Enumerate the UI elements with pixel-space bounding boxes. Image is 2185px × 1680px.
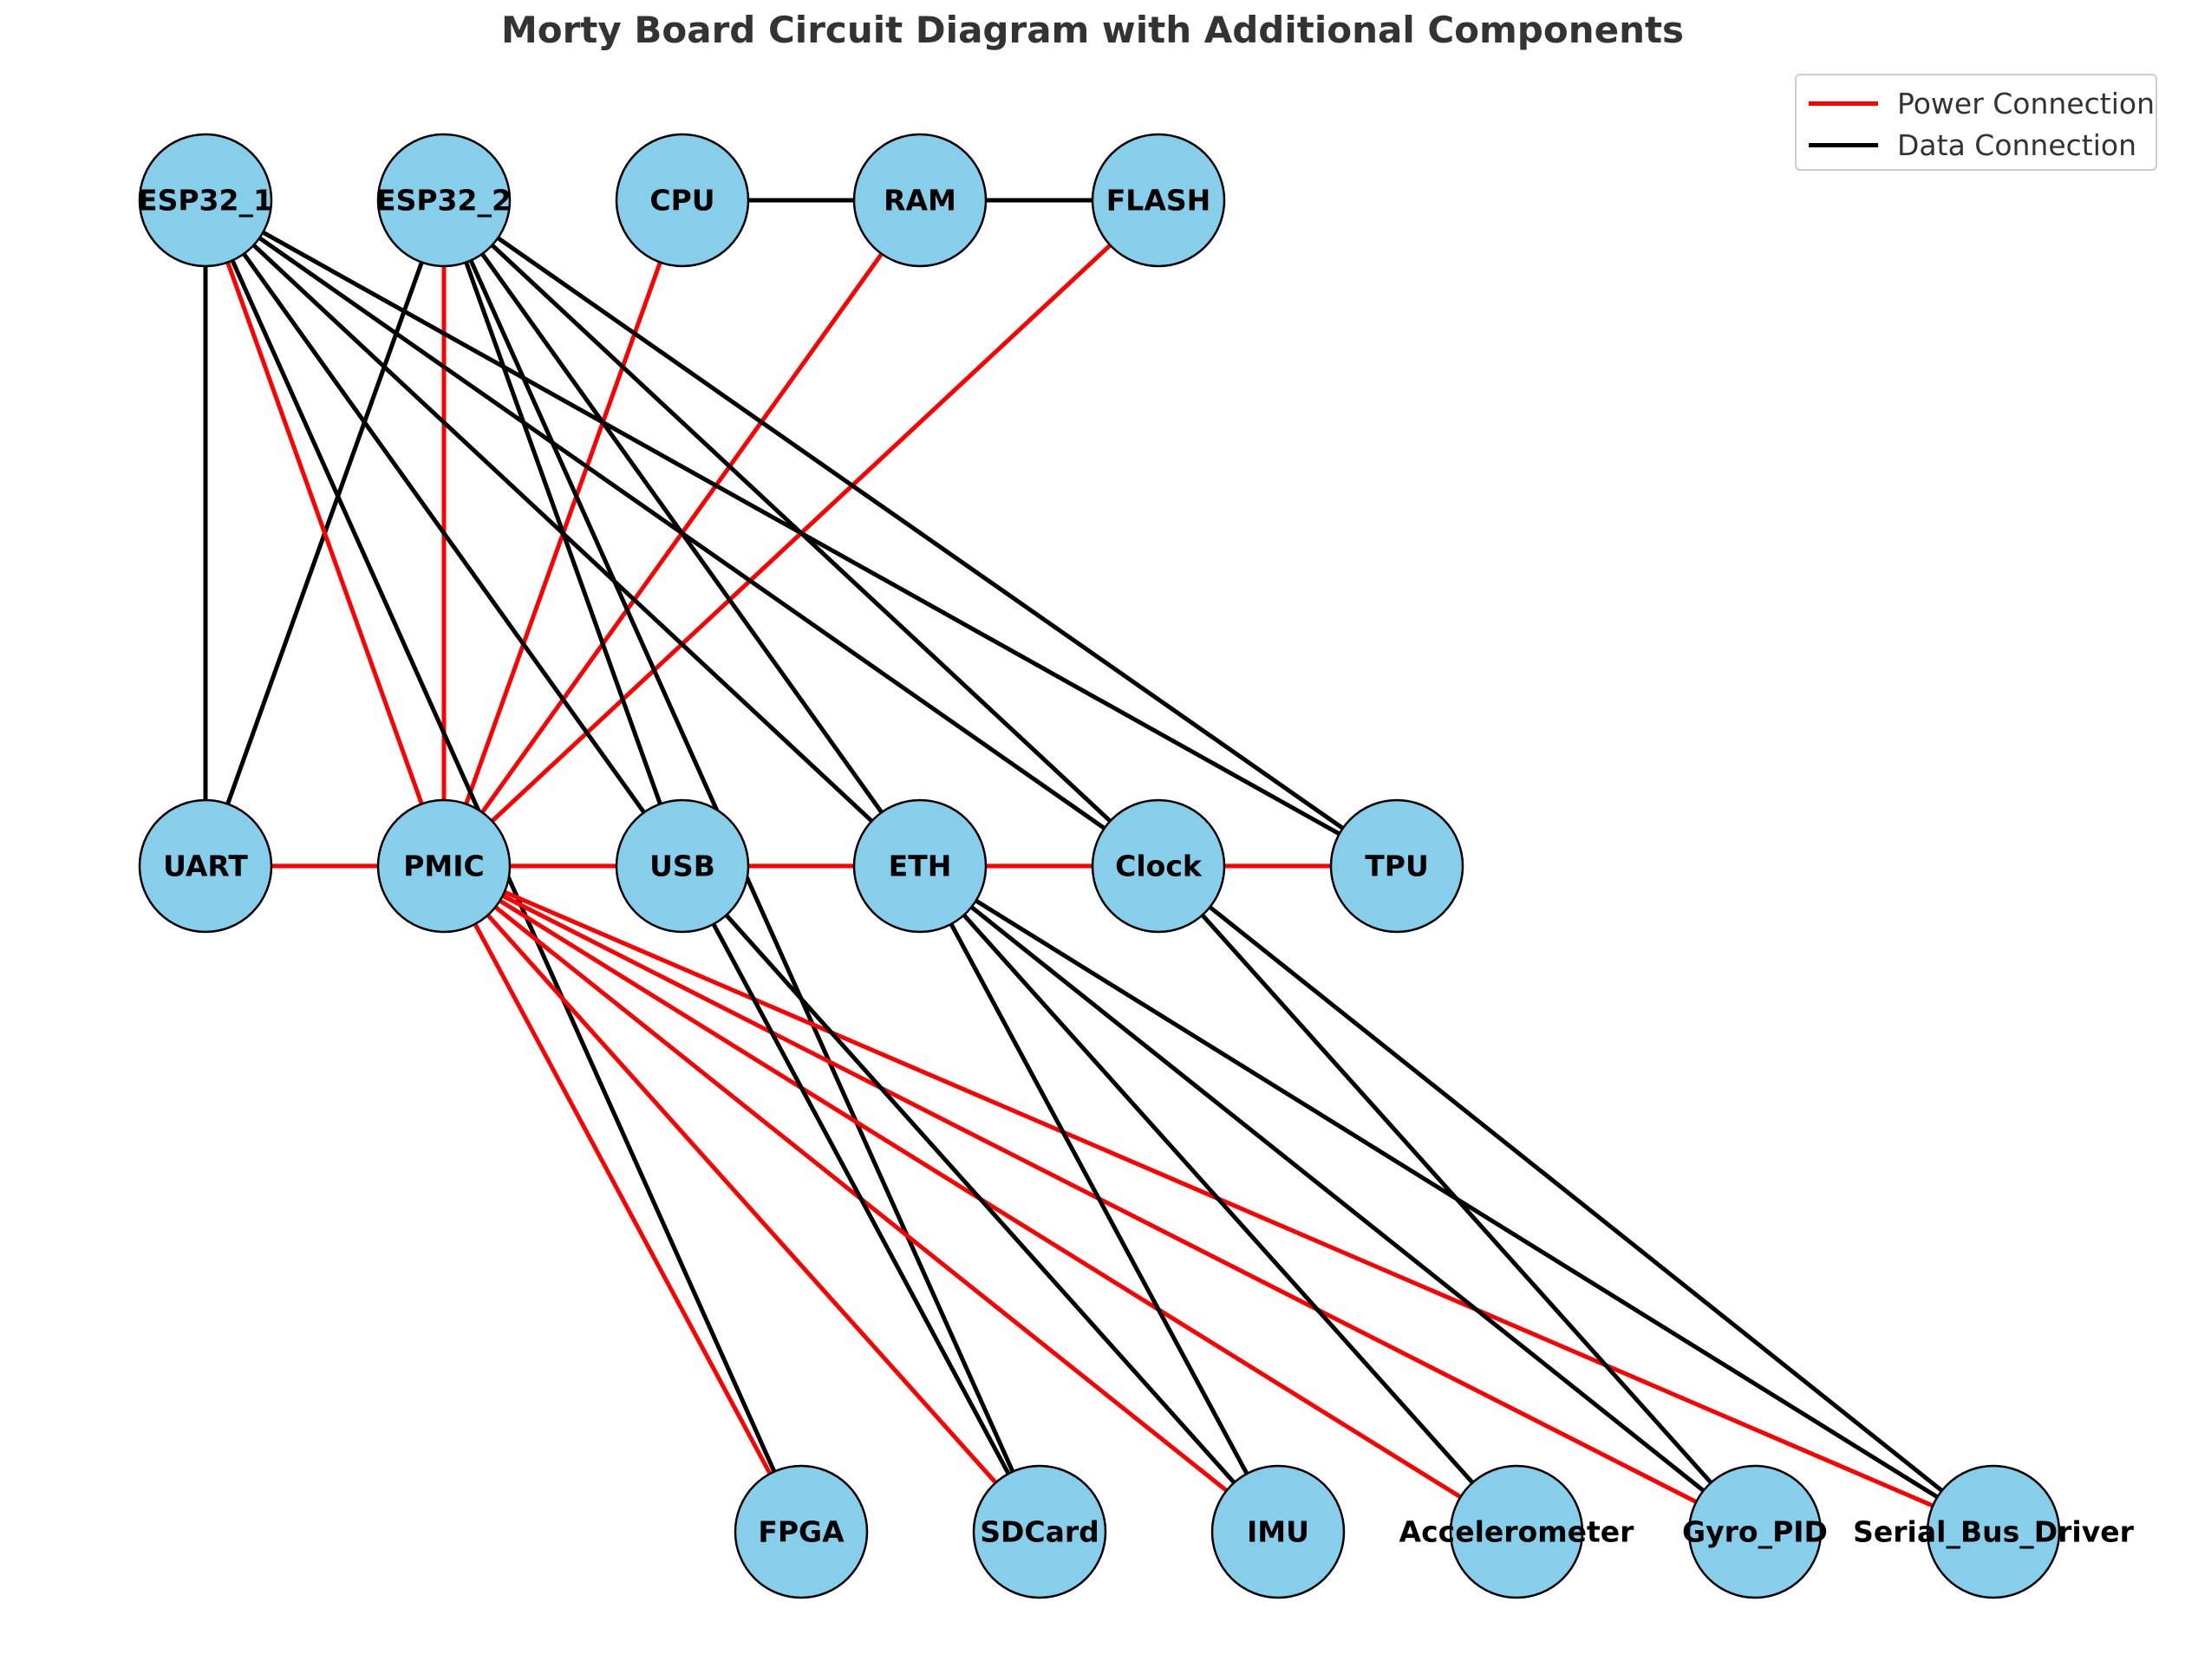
data-line-swatch: [1809, 142, 1878, 147]
power-connection-PMIC-FPGA: [441, 864, 804, 1533]
node-circle: [852, 133, 988, 268]
legend-power-label: Power Connection: [1897, 86, 2155, 120]
power-connection-PMIC-SDCard: [442, 864, 1041, 1533]
node-circle: [1091, 133, 1226, 268]
data-connection-ESP32_1-USB: [203, 199, 685, 868]
data-connection-ETH-Serial_Bus_Driver: [918, 863, 1995, 1534]
node-Gyro_PID: Gyro_PID: [1682, 1464, 1828, 1599]
node-circle: [615, 133, 750, 268]
data-connection-ESP32_2-TPU: [442, 198, 1399, 869]
node-Serial_Bus_Driver: Serial_Bus_Driver: [1853, 1464, 2135, 1599]
node-ETH: ETH: [852, 798, 988, 934]
node-label: ESP32_2: [376, 184, 512, 218]
power-line-swatch: [1809, 101, 1878, 106]
node-ESP32_2: ESP32_2: [376, 133, 512, 268]
data-connection-USB-SDCard: [680, 864, 1042, 1533]
data-connection-ESP32_2-USB: [441, 199, 685, 867]
node-IMU: IMU: [1210, 1464, 1346, 1599]
node-circle: [852, 798, 988, 934]
node-SDCard: SDCard: [972, 1464, 1107, 1599]
diagram-title: Morty Board Circuit Diagram with Additio…: [500, 9, 1685, 51]
node-circle: [1210, 1464, 1346, 1599]
node-circle: [138, 798, 273, 934]
node-label: UART: [163, 850, 248, 883]
node-FLASH: FLASH: [1091, 133, 1226, 268]
node-circle: [376, 798, 512, 934]
legend: Power Connection Data Connection: [1795, 74, 2157, 171]
node-label: RAM: [884, 184, 956, 218]
node-label: ETH: [889, 850, 952, 883]
node-CPU: CPU: [615, 133, 750, 268]
node-FPGA: FPGA: [734, 1464, 869, 1599]
node-label: ESP32_1: [138, 184, 273, 218]
node-circle: [734, 1464, 869, 1599]
data-connection-Clock-Serial_Bus_Driver: [1157, 864, 1995, 1533]
node-USB: USB: [615, 798, 750, 934]
node-label: Serial_Bus_Driver: [1853, 1515, 2134, 1549]
legend-data-label: Data Connection: [1897, 127, 2137, 162]
data-connection-USB-IMU: [681, 864, 1280, 1533]
node-circle: [1091, 798, 1226, 934]
node-UART: UART: [138, 798, 273, 934]
node-circle: [1926, 1464, 2061, 1599]
node-label: PMIC: [403, 850, 485, 883]
node-label: SDCard: [980, 1515, 1099, 1549]
data-connection-ETH-Accelerometer: [918, 864, 1518, 1533]
node-label: Clock: [1115, 850, 1203, 883]
node-label: CPU: [649, 184, 714, 218]
node-label: Gyro_PID: [1682, 1515, 1828, 1549]
node-circle: [615, 798, 750, 934]
node-circle: [138, 133, 273, 268]
node-label: FPGA: [758, 1515, 845, 1549]
node-label: USB: [649, 850, 715, 883]
node-label: FLASH: [1106, 184, 1211, 218]
node-Accelerometer: Accelerometer: [1399, 1464, 1635, 1599]
power-connection-ESP32_1-PMIC: [203, 199, 447, 867]
node-circle: [972, 1464, 1107, 1599]
node-circle: [1329, 798, 1464, 934]
node-TPU: TPU: [1329, 798, 1464, 934]
nodes-layer: ESP32_1 ESP32_2 CPU RAM FLASH UART PMIC USB ETH C…: [138, 133, 2135, 1599]
node-label: IMU: [1247, 1515, 1309, 1549]
data-connection-ESP32_2-Clock: [442, 199, 1160, 868]
legend-item-data: Data Connection: [1809, 127, 2136, 162]
node-circle: [1687, 1464, 1823, 1599]
data-connection-ETH-Gyro_PID: [918, 864, 1757, 1533]
node-circle: [1449, 1464, 1584, 1599]
node-circle: [376, 133, 512, 268]
legend-item-power: Power Connection: [1809, 86, 2155, 120]
data-connection-ETH-IMU: [917, 864, 1281, 1533]
node-label: TPU: [1365, 850, 1429, 883]
node-label: Accelerometer: [1399, 1515, 1635, 1549]
node-RAM: RAM: [852, 133, 988, 268]
node-PMIC: PMIC: [376, 798, 512, 934]
node-Clock: Clock: [1091, 798, 1226, 934]
data-connection-ESP32_2-ETH: [441, 199, 923, 868]
node-ESP32_1: ESP32_1: [138, 133, 273, 268]
